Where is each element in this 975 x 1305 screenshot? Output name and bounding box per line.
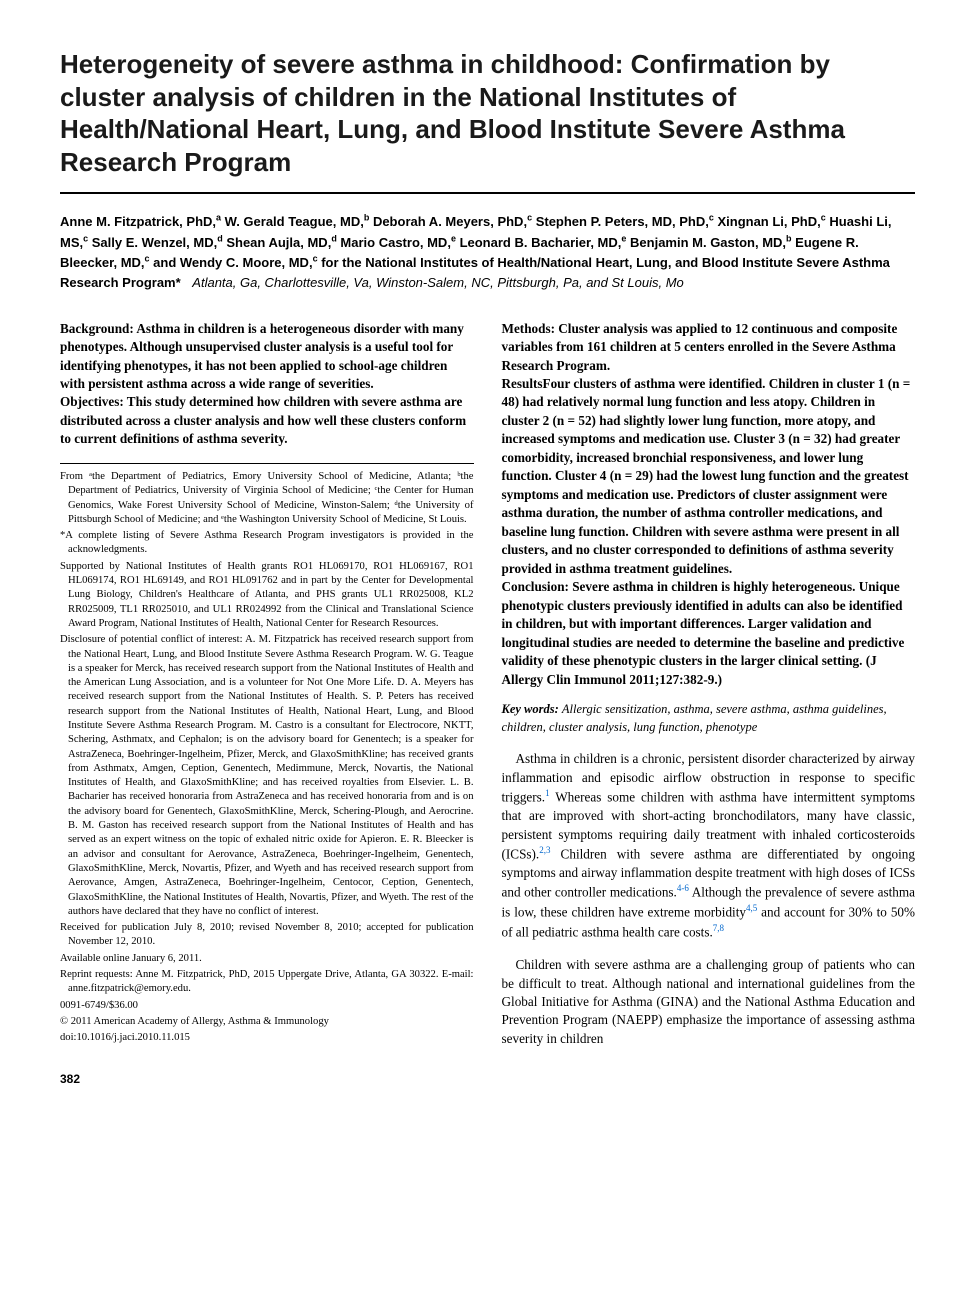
- footnote-issn: 0091-6749/$36.00: [60, 999, 474, 1013]
- abstract-background: Background: Asthma in children is a hete…: [60, 320, 474, 394]
- footnote-doi: doi:10.1016/j.jaci.2010.11.015: [60, 1031, 474, 1045]
- abstract-left: Background: Asthma in children is a hete…: [60, 320, 474, 449]
- footnotes-block: From ᵃthe Department of Pediatrics, Emor…: [60, 463, 474, 1046]
- body-paragraph-1: Asthma in children is a chronic, persist…: [502, 750, 916, 942]
- keywords-list: Allergic sensitization, asthma, severe a…: [502, 702, 887, 734]
- left-column: Background: Asthma in children is a hete…: [60, 320, 474, 1049]
- footnote-affiliations: From ᵃthe Department of Pediatrics, Emor…: [60, 470, 474, 527]
- keywords-block: Key words: Allergic sensitization, asthm…: [502, 701, 916, 736]
- footnote-available: Available online January 6, 2011.: [60, 952, 474, 966]
- author-locations: Atlanta, Ga, Charlottesville, Va, Winsto…: [192, 275, 683, 290]
- page-number: 382: [60, 1072, 915, 1086]
- keywords-label: Key words:: [502, 702, 559, 716]
- footnote-listing: *A complete listing of Severe Asthma Res…: [60, 529, 474, 558]
- body-text: Asthma in children is a chronic, persist…: [502, 750, 916, 1048]
- abstract-conclusion: Conclusion: Severe asthma in children is…: [502, 578, 916, 689]
- ref-link-4-6[interactable]: 4-6: [677, 883, 689, 893]
- abstract-methods: Methods: Cluster analysis was applied to…: [502, 320, 916, 375]
- authors-block: Anne M. Fitzpatrick, PhD,a W. Gerald Tea…: [60, 212, 915, 294]
- title-rule: [60, 192, 915, 194]
- footnote-copyright: © 2011 American Academy of Allergy, Asth…: [60, 1015, 474, 1029]
- footnote-support: Supported by National Institutes of Heal…: [60, 560, 474, 631]
- ref-link-2-3[interactable]: 2,3: [539, 845, 550, 855]
- two-column-layout: Background: Asthma in children is a hete…: [60, 320, 915, 1049]
- abstract-right: Methods: Cluster analysis was applied to…: [502, 320, 916, 690]
- abstract-results: ResultsFour clusters of asthma were iden…: [502, 375, 916, 578]
- body-paragraph-2: Children with severe asthma are a challe…: [502, 956, 916, 1048]
- footnote-disclosure: Disclosure of potential conflict of inte…: [60, 633, 474, 919]
- ref-link-7-8[interactable]: 7,8: [713, 923, 724, 933]
- abstract-objectives: Objectives: This study determined how ch…: [60, 393, 474, 448]
- right-column: Methods: Cluster analysis was applied to…: [502, 320, 916, 1049]
- footnote-received: Received for publication July 8, 2010; r…: [60, 921, 474, 950]
- footnote-reprints: Reprint requests: Anne M. Fitzpatrick, P…: [60, 968, 474, 997]
- article-title: Heterogeneity of severe asthma in childh…: [60, 48, 915, 178]
- ref-link-4-5[interactable]: 4,5: [746, 903, 757, 913]
